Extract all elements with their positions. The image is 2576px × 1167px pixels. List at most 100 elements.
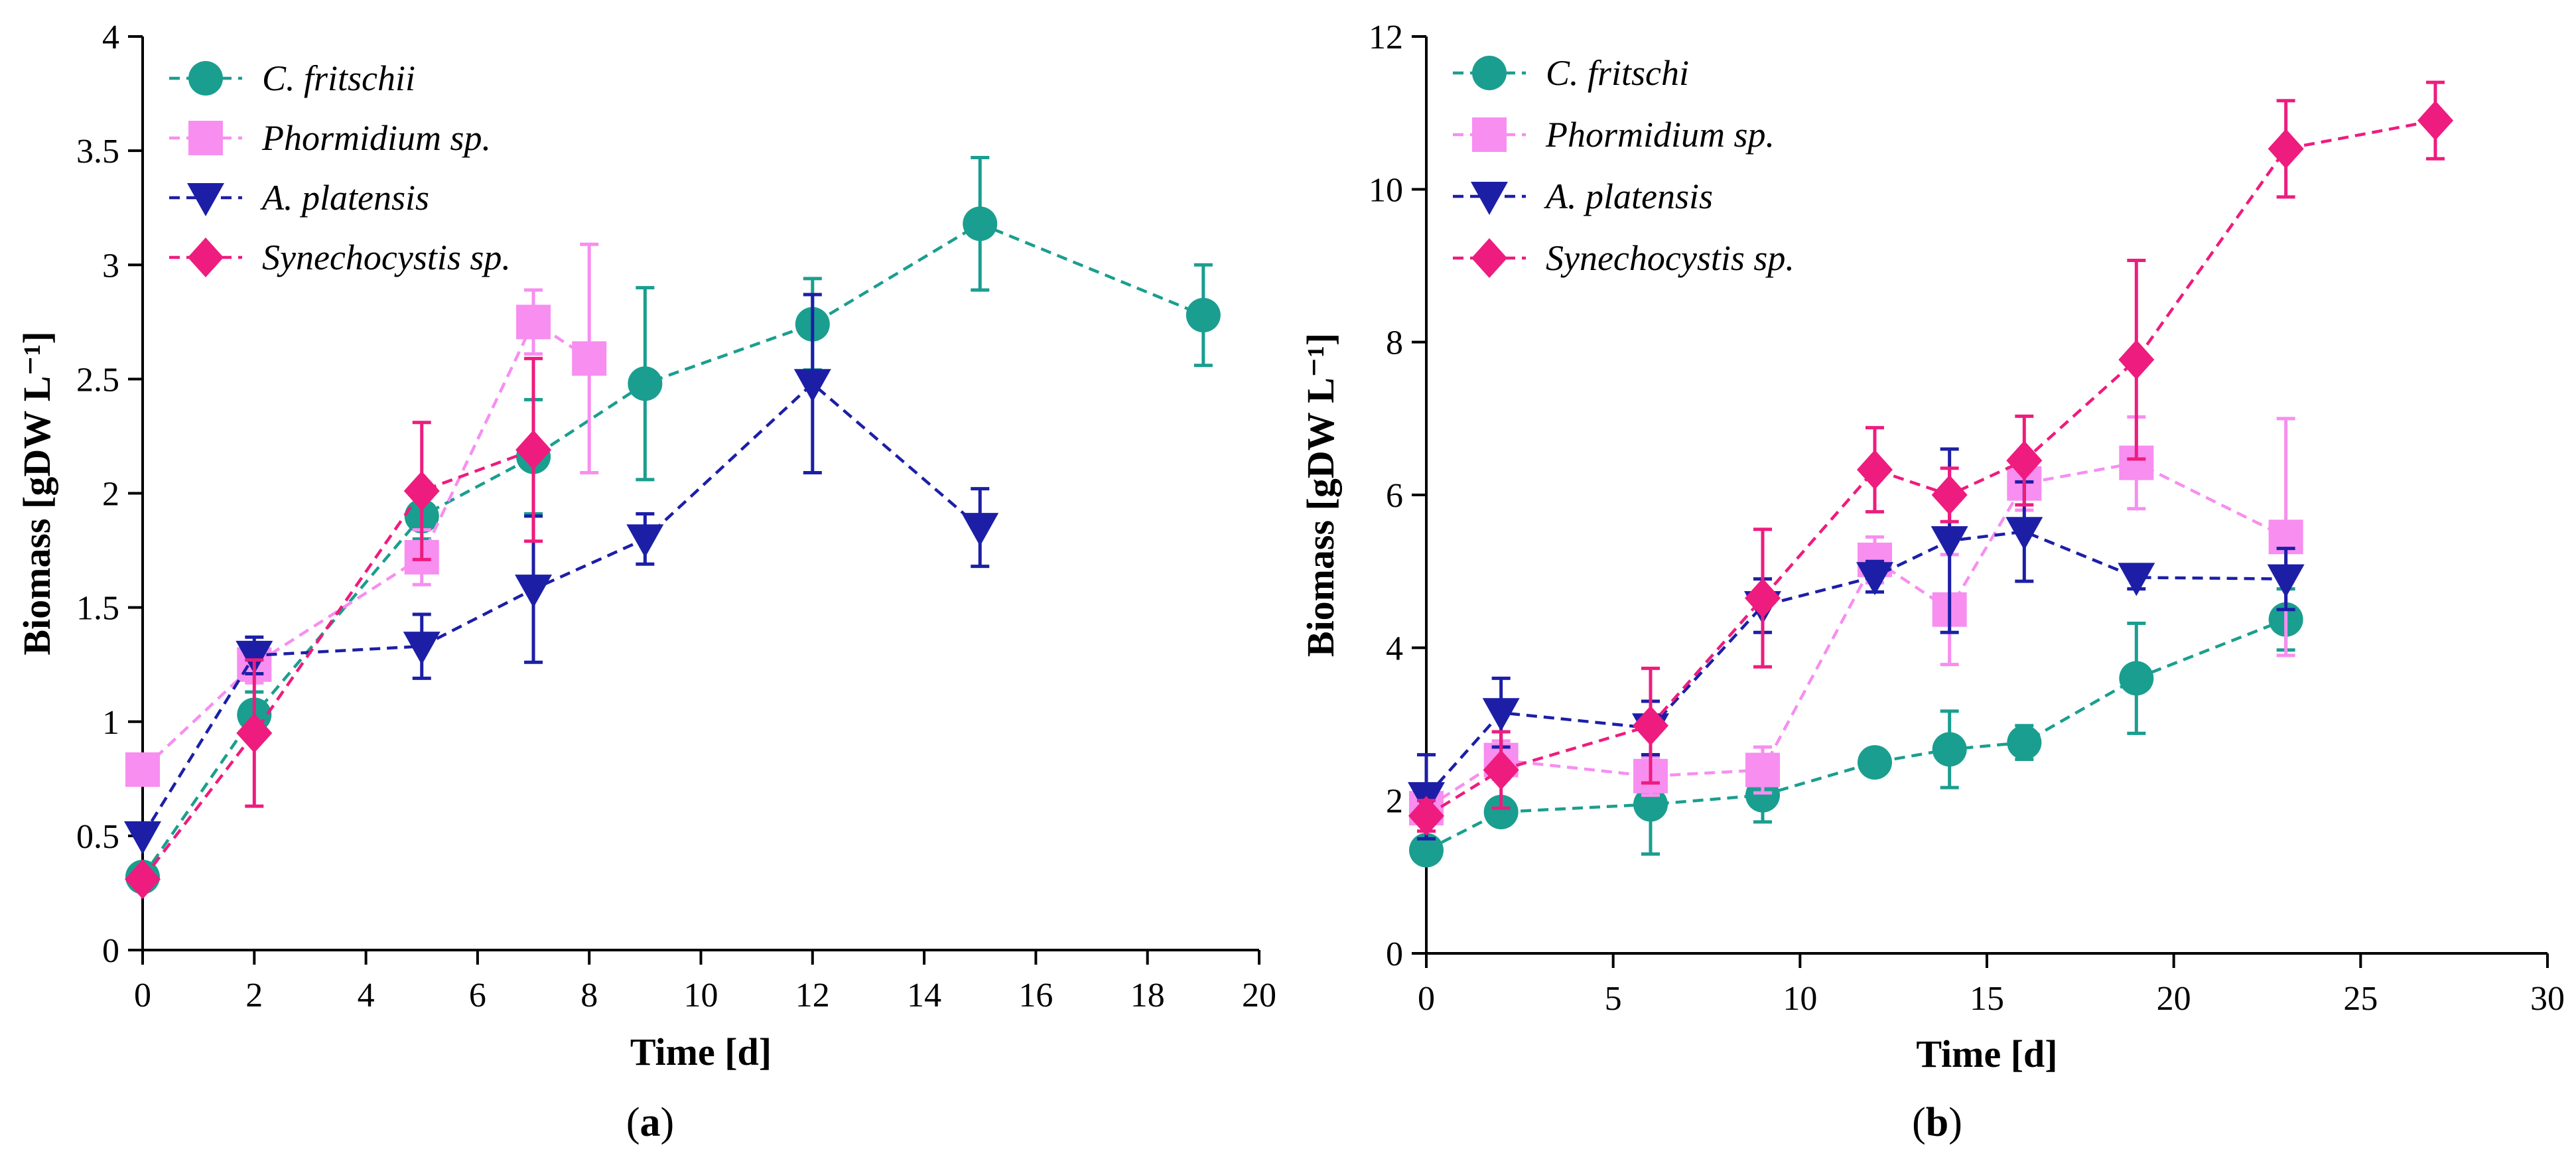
legend-entry-c-fritschii-a: C. fritschii <box>169 58 415 98</box>
y-axis-label-a: Biomass [gDW L⁻¹] <box>15 331 58 655</box>
data-point-phormidium-sp <box>516 305 551 340</box>
x-tick-label-a: 14 <box>907 977 941 1014</box>
y-tick-label-b: 0 <box>1386 935 1403 973</box>
data-point-c-fritschi <box>1858 745 1892 780</box>
panel-caption-a: (a) <box>626 1100 674 1145</box>
series-line-phormidium-sp-b <box>1425 461 2287 810</box>
y-axis-label-b: Biomass [gDW L⁻¹] <box>1299 333 1342 657</box>
x-tick-label-a: 2 <box>245 977 263 1014</box>
data-point-c-fritschii <box>628 366 663 401</box>
chart-panel-a: 0 2 4 6 8 10 12 14 16 18 20 0 0.5 1 1.5 2 2.5 3 3.5 4 Time [… <box>15 19 1276 1145</box>
data-point-a-platensis <box>793 369 831 403</box>
data-point-synechocystis-sp <box>236 713 273 753</box>
data-point-c-fritschi <box>2119 661 2154 696</box>
legend-entry-phormidium-sp-a: Phormidium sp. <box>169 118 491 158</box>
y-tick-label-a: 1.5 <box>76 590 119 628</box>
legend-entry-synechocystis-sp-a: Synechocystis sp. <box>169 238 511 277</box>
data-point-synechocystis-sp <box>125 859 161 900</box>
y-tick-label-a: 0.5 <box>76 818 119 856</box>
x-axis-label-b: Time [d] <box>1916 1032 2057 1075</box>
x-tick-label-b: 25 <box>2343 980 2378 1018</box>
y-tick-label-a: 2.5 <box>76 361 119 399</box>
data-point-a-platensis <box>2005 517 2043 551</box>
data-point-a-platensis <box>403 632 441 665</box>
x-tick-label-b: 5 <box>1605 980 1622 1018</box>
x-axis-label-a: Time [d] <box>630 1030 772 1073</box>
data-point-a-platensis <box>2267 564 2305 598</box>
legend-entry-a-platensis-a: A. platensis <box>169 178 429 218</box>
x-tick-label-b: 20 <box>2157 980 2191 1018</box>
panel-caption-b: (b) <box>1912 1100 1962 1145</box>
x-tick-label-a: 0 <box>134 977 151 1014</box>
data-point-a-platensis <box>2118 563 2155 596</box>
data-point-synechocystis-sp <box>2417 100 2453 141</box>
x-tick-label-a: 16 <box>1018 977 1053 1014</box>
legend-label-c-fritschi: C. fritschi <box>1546 53 1689 93</box>
y-tick-label-a: 3.5 <box>76 133 119 171</box>
data-point-a-platensis <box>515 575 553 608</box>
data-point-a-platensis <box>1856 562 1893 596</box>
x-tick-label-b: 10 <box>1783 980 1817 1018</box>
legend-marker-a-platensis <box>187 183 224 216</box>
data-point-synechocystis-sp <box>1857 449 1893 490</box>
legend-marker-phormidium-sp <box>1472 117 1507 152</box>
legend-entry-a-platensis-b: A. platensis <box>1453 176 1713 216</box>
chart-panel-b: 0 5 10 15 20 25 30 0 2 4 6 8 10 12 Time [d] Biomass [gD… <box>1299 19 2565 1145</box>
data-point-a-platensis <box>1931 526 1968 560</box>
series-line-c-fritschi-b <box>1425 618 2287 852</box>
y-tick-label-b: 4 <box>1386 630 1403 667</box>
y-tick-label-a: 1 <box>102 704 119 742</box>
x-tick-label-a: 10 <box>684 977 718 1014</box>
data-point-a-platensis <box>961 513 999 547</box>
legend-label-phormidium-sp: Phormidium sp. <box>261 118 491 158</box>
data-point-synechocystis-sp <box>515 430 552 470</box>
data-point-phormidium-sp <box>1745 752 1780 788</box>
data-point-c-fritschi <box>1483 794 1519 829</box>
x-tick-label-a: 6 <box>469 977 486 1014</box>
legend-marker-phormidium-sp <box>188 121 223 155</box>
x-tick-label-b: 0 <box>1418 980 1435 1018</box>
legend-entry-c-fritschi-b: C. fritschi <box>1453 53 1689 93</box>
legend-marker-c-fritschii <box>188 61 223 96</box>
legend-label-phormidium-sp: Phormidium sp. <box>1545 115 1775 155</box>
data-point-synechocystis-sp <box>2268 129 2304 169</box>
series-phormidium-sp-b <box>1409 415 2303 826</box>
data-point-a-platensis <box>626 524 664 558</box>
series-line-a-platensis-b <box>1425 529 2286 798</box>
series-synechocystis-sp-a <box>125 356 552 900</box>
y-tick-label-a: 0 <box>102 932 119 970</box>
x-tick-label-b: 30 <box>2530 980 2565 1018</box>
data-point-synechocystis-sp <box>1745 578 1781 618</box>
series-line-c-fritschii-a <box>141 222 1204 878</box>
data-point-synechocystis-sp <box>403 471 440 512</box>
series-line-synechocystis-sp-b <box>1425 119 2436 817</box>
data-point-phormidium-sp <box>125 752 160 788</box>
data-point-phormidium-sp <box>572 341 607 376</box>
data-point-a-platensis <box>1482 698 1520 732</box>
data-point-a-platensis <box>236 640 273 674</box>
x-tick-label-a: 12 <box>795 977 830 1014</box>
legend-entry-phormidium-sp-b: Phormidium sp. <box>1453 115 1775 155</box>
x-tick-label-a: 4 <box>358 977 375 1014</box>
data-point-c-fritschi <box>1932 732 1967 767</box>
data-point-synechocystis-sp <box>1408 795 1444 836</box>
legend-label-a-platensis: A. platensis <box>1544 176 1713 216</box>
y-tick-label-a: 4 <box>102 19 119 56</box>
data-point-c-fritschi <box>1409 833 1444 868</box>
x-tick-label-b: 15 <box>1970 980 2004 1018</box>
y-tick-label-a: 3 <box>102 247 119 285</box>
data-point-c-fritschii <box>963 206 998 241</box>
series-line-synechocystis-sp-a <box>141 448 534 880</box>
y-tick-label-b: 2 <box>1386 783 1403 821</box>
x-tick-label-a: 8 <box>580 977 598 1014</box>
data-point-synechocystis-sp <box>1633 705 1668 746</box>
data-point-a-platensis <box>124 821 161 855</box>
series-line-phormidium-sp-a <box>141 320 590 771</box>
data-point-c-fritschi <box>2007 725 2042 760</box>
y-tick-label-b: 6 <box>1386 477 1403 515</box>
data-point-synechocystis-sp <box>1931 475 1968 515</box>
data-point-synechocystis-sp <box>2006 441 2043 481</box>
legend-label-synechocystis-sp: Synechocystis sp. <box>1546 238 1795 278</box>
data-point-synechocystis-sp <box>1483 750 1519 790</box>
